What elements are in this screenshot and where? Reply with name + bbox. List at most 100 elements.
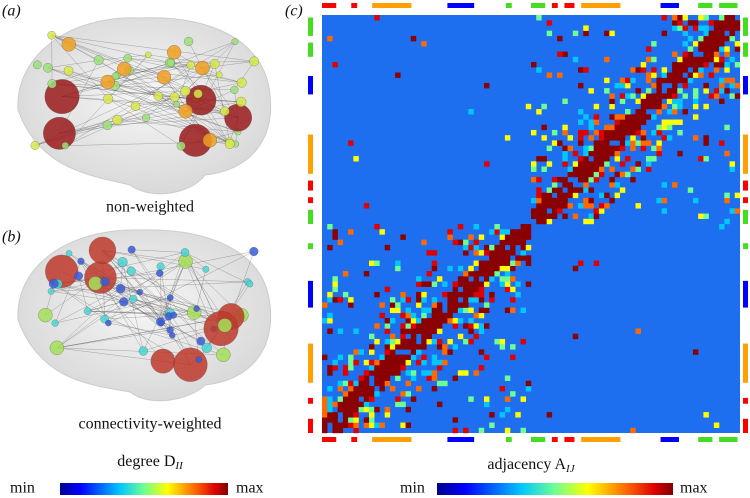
- matrix-cell: [515, 255, 521, 261]
- edge: [53, 283, 171, 314]
- matrix-cell: [452, 291, 459, 298]
- matrix-cell: [625, 82, 631, 89]
- matrix-cell: [478, 250, 485, 256]
- matrix-cell: [677, 72, 683, 78]
- matrix-cell: [348, 354, 354, 361]
- matrix-cell: [583, 156, 589, 162]
- matrix-cell: [332, 417, 338, 423]
- matrix-cell: [405, 318, 412, 324]
- matrix-cell: [421, 359, 427, 366]
- matrix-cell: [619, 82, 626, 89]
- matrix-cell: [379, 312, 385, 319]
- matrix-cell: [536, 15, 542, 21]
- matrix-cell: [384, 406, 391, 413]
- matrix-cell: [457, 370, 464, 376]
- matrix-cell: [421, 344, 427, 350]
- matrix-cell: [436, 307, 443, 314]
- matrix-cell: [640, 145, 647, 152]
- matrix-cell: [588, 197, 594, 204]
- matrix-cell: [614, 114, 621, 120]
- matrix-cell: [494, 224, 500, 230]
- matrix-cell: [436, 401, 443, 408]
- matrix-cell: [322, 302, 328, 308]
- matrix-cell: [672, 51, 678, 57]
- colorbar-title: adjacency AIJ: [487, 456, 575, 475]
- node: [33, 60, 42, 70]
- matrix-cell: [405, 370, 412, 376]
- matrix-cell: [410, 328, 417, 334]
- matrix-cell: [337, 354, 344, 361]
- matrix-cell: [572, 150, 579, 157]
- matrix-cell: [447, 349, 453, 355]
- matrix-cell: [405, 391, 412, 397]
- matrix-cell: [369, 385, 375, 392]
- matrix-cell: [447, 307, 453, 314]
- matrix-cell: [468, 323, 474, 329]
- matrix-cell: [348, 365, 354, 371]
- node: [61, 37, 76, 52]
- matrix-cell: [672, 25, 678, 31]
- matrix-cell: [442, 359, 448, 366]
- matrix-cell: [421, 370, 427, 376]
- matrix-cell: [332, 234, 338, 240]
- matrix-cell: [734, 41, 741, 47]
- matrix-cell: [557, 140, 563, 146]
- matrix-cell: [520, 239, 526, 246]
- matrix-cell: [348, 406, 354, 413]
- matrix-cell: [719, 46, 725, 52]
- edge: [56, 288, 121, 348]
- matrix-cell: [604, 30, 610, 37]
- matrix-cell: [719, 62, 725, 68]
- matrix-cell: [510, 297, 516, 303]
- matrix-cell: [677, 25, 683, 31]
- matrix-cell: [578, 166, 584, 172]
- matrix-cell: [389, 297, 396, 303]
- matrix-cell: [645, 156, 652, 162]
- matrix-cell: [389, 359, 396, 366]
- edge: [104, 297, 171, 320]
- node: [195, 356, 203, 363]
- matrix-cell: [473, 286, 479, 293]
- node: [156, 69, 172, 85]
- matrix-cell: [463, 323, 469, 329]
- matrix-cell: [337, 380, 344, 387]
- matrix-cell: [510, 229, 516, 235]
- matrix-cell: [692, 67, 699, 73]
- node: [180, 86, 191, 97]
- matrix-cell: [342, 422, 349, 428]
- matrix-cell: [525, 224, 532, 230]
- matrix-cell: [609, 114, 615, 120]
- node: [119, 297, 129, 307]
- matrix-cell: [541, 203, 547, 209]
- matrix-cell: [332, 276, 338, 282]
- matrix-cell: [588, 176, 594, 183]
- community-bar: [743, 343, 748, 383]
- matrix-cell: [713, 25, 720, 31]
- matrix-cell: [400, 365, 406, 371]
- community-bar: [308, 280, 313, 308]
- matrix-cell: [687, 20, 694, 26]
- matrix-cell: [363, 359, 370, 366]
- matrix-cell: [677, 20, 683, 26]
- matrix-cell: [499, 229, 506, 235]
- matrix-cell: [619, 187, 626, 193]
- matrix-cell: [421, 297, 427, 303]
- matrix-cell: [536, 156, 542, 162]
- matrix-cell: [374, 15, 380, 21]
- matrix-cell: [452, 427, 459, 434]
- matrix-cell: [426, 370, 432, 376]
- matrix-cell: [609, 182, 615, 188]
- brain-non-weighted: [17, 17, 272, 195]
- matrix-cell: [525, 103, 532, 110]
- matrix-cell: [421, 354, 427, 361]
- community-bar: [505, 437, 512, 442]
- matrix-cell: [692, 72, 699, 78]
- matrix-cell: [322, 417, 328, 423]
- matrix-cell: [536, 109, 542, 115]
- matrix-cell: [504, 281, 511, 287]
- matrix-cell: [692, 41, 699, 47]
- matrix-cell: [342, 380, 349, 387]
- matrix-cell: [588, 218, 594, 225]
- matrix-cell: [567, 187, 573, 193]
- node: [51, 319, 59, 327]
